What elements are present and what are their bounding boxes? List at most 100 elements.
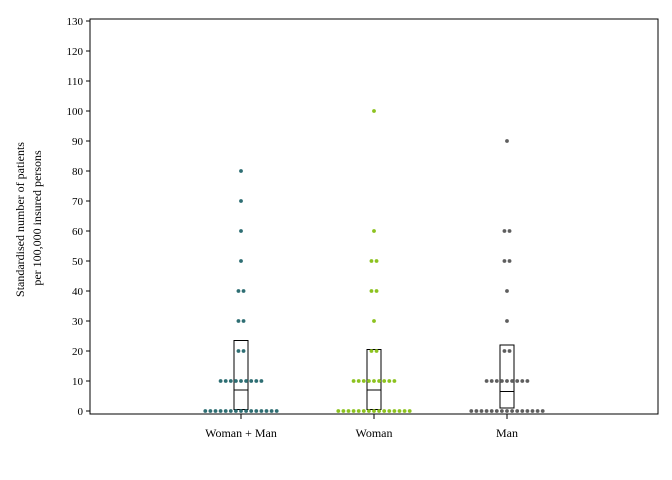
data-point [520, 409, 525, 413]
data-point [239, 199, 243, 203]
data-point [218, 379, 223, 383]
data-point [274, 409, 279, 413]
data-point [489, 409, 494, 413]
data-point [241, 289, 246, 293]
data-point [502, 259, 507, 263]
data-point [500, 379, 504, 383]
data-point [369, 349, 374, 353]
y-tick-label: 0 [78, 406, 84, 418]
boxes [233, 340, 515, 410]
data-point [244, 409, 249, 413]
data-point [241, 319, 246, 323]
y-tick-label: 90 [72, 136, 84, 148]
data-point [369, 289, 374, 293]
data-point [259, 409, 264, 413]
data-point [515, 409, 520, 413]
data-point [515, 379, 520, 383]
data-point [469, 409, 474, 413]
data-point [369, 259, 374, 263]
y-tick-label: 20 [72, 346, 84, 358]
data-point [241, 349, 246, 353]
data-point [374, 289, 379, 293]
data-point [249, 409, 254, 413]
data-point [502, 349, 507, 353]
data-point [208, 409, 213, 413]
data-point [228, 379, 233, 383]
data-point [213, 409, 218, 413]
data-point [259, 379, 264, 383]
y-axis-title-line1: Standardised number of patients [13, 142, 27, 297]
data-point [341, 409, 346, 413]
data-point [402, 409, 407, 413]
data-point [507, 349, 512, 353]
data-point [367, 379, 371, 383]
data-point [387, 379, 392, 383]
data-point [372, 109, 376, 113]
data-point [505, 379, 509, 383]
data-point [239, 379, 243, 383]
data-point [346, 409, 351, 413]
data-point [505, 319, 509, 323]
y-axis-title: Standardised number of patients per 100,… [13, 139, 44, 297]
data-point [351, 409, 356, 413]
data-point [505, 139, 509, 143]
data-point [525, 409, 530, 413]
data-point [500, 409, 504, 413]
y-tick-label: 50 [72, 256, 84, 268]
data-point [234, 379, 238, 383]
data-point [382, 409, 387, 413]
y-tick-label: 110 [67, 76, 84, 88]
data-point [505, 409, 509, 413]
data-point [397, 409, 402, 413]
data-point [525, 379, 530, 383]
data-point [494, 409, 499, 413]
y-tick-label: 40 [72, 286, 84, 298]
data-point [479, 409, 484, 413]
data-point [244, 379, 249, 383]
data-point [530, 409, 535, 413]
data-point [223, 379, 228, 383]
data-point [223, 409, 228, 413]
y-tick-label: 130 [67, 16, 84, 28]
y-axis-title-line2: per 100,000 insured persons [30, 150, 44, 286]
data-point [239, 259, 243, 263]
data-point [372, 229, 376, 233]
data-point [367, 409, 371, 413]
data-point [254, 379, 259, 383]
data-point [507, 259, 512, 263]
data-point [239, 409, 243, 413]
data-point [474, 409, 479, 413]
data-point [239, 229, 243, 233]
data-point [494, 379, 499, 383]
x-category-label: Man [496, 426, 518, 440]
data-point [236, 349, 241, 353]
data-point [351, 379, 356, 383]
data-point [374, 349, 379, 353]
data-point [520, 379, 525, 383]
data-point [484, 409, 489, 413]
data-point [407, 409, 412, 413]
data-point [387, 409, 392, 413]
data-point [540, 409, 545, 413]
data-point [505, 289, 509, 293]
y-tick-label: 70 [72, 196, 84, 208]
data-point [535, 409, 540, 413]
data-point [361, 409, 366, 413]
data-point [236, 289, 241, 293]
y-tick-label: 100 [67, 106, 84, 118]
data-point [510, 409, 514, 413]
data-point [356, 379, 361, 383]
box [499, 344, 515, 409]
data-point [489, 379, 494, 383]
data-point [336, 409, 341, 413]
data-point [228, 409, 233, 413]
data-point [361, 379, 366, 383]
x-axis: Woman + Man Woman Man [205, 414, 518, 440]
data-point [372, 379, 376, 383]
data-point [382, 379, 387, 383]
data-point [234, 409, 238, 413]
data-point [377, 409, 381, 413]
y-tick-label: 80 [72, 166, 84, 178]
x-category-label: Woman + Man [205, 426, 277, 440]
data-point [254, 409, 259, 413]
